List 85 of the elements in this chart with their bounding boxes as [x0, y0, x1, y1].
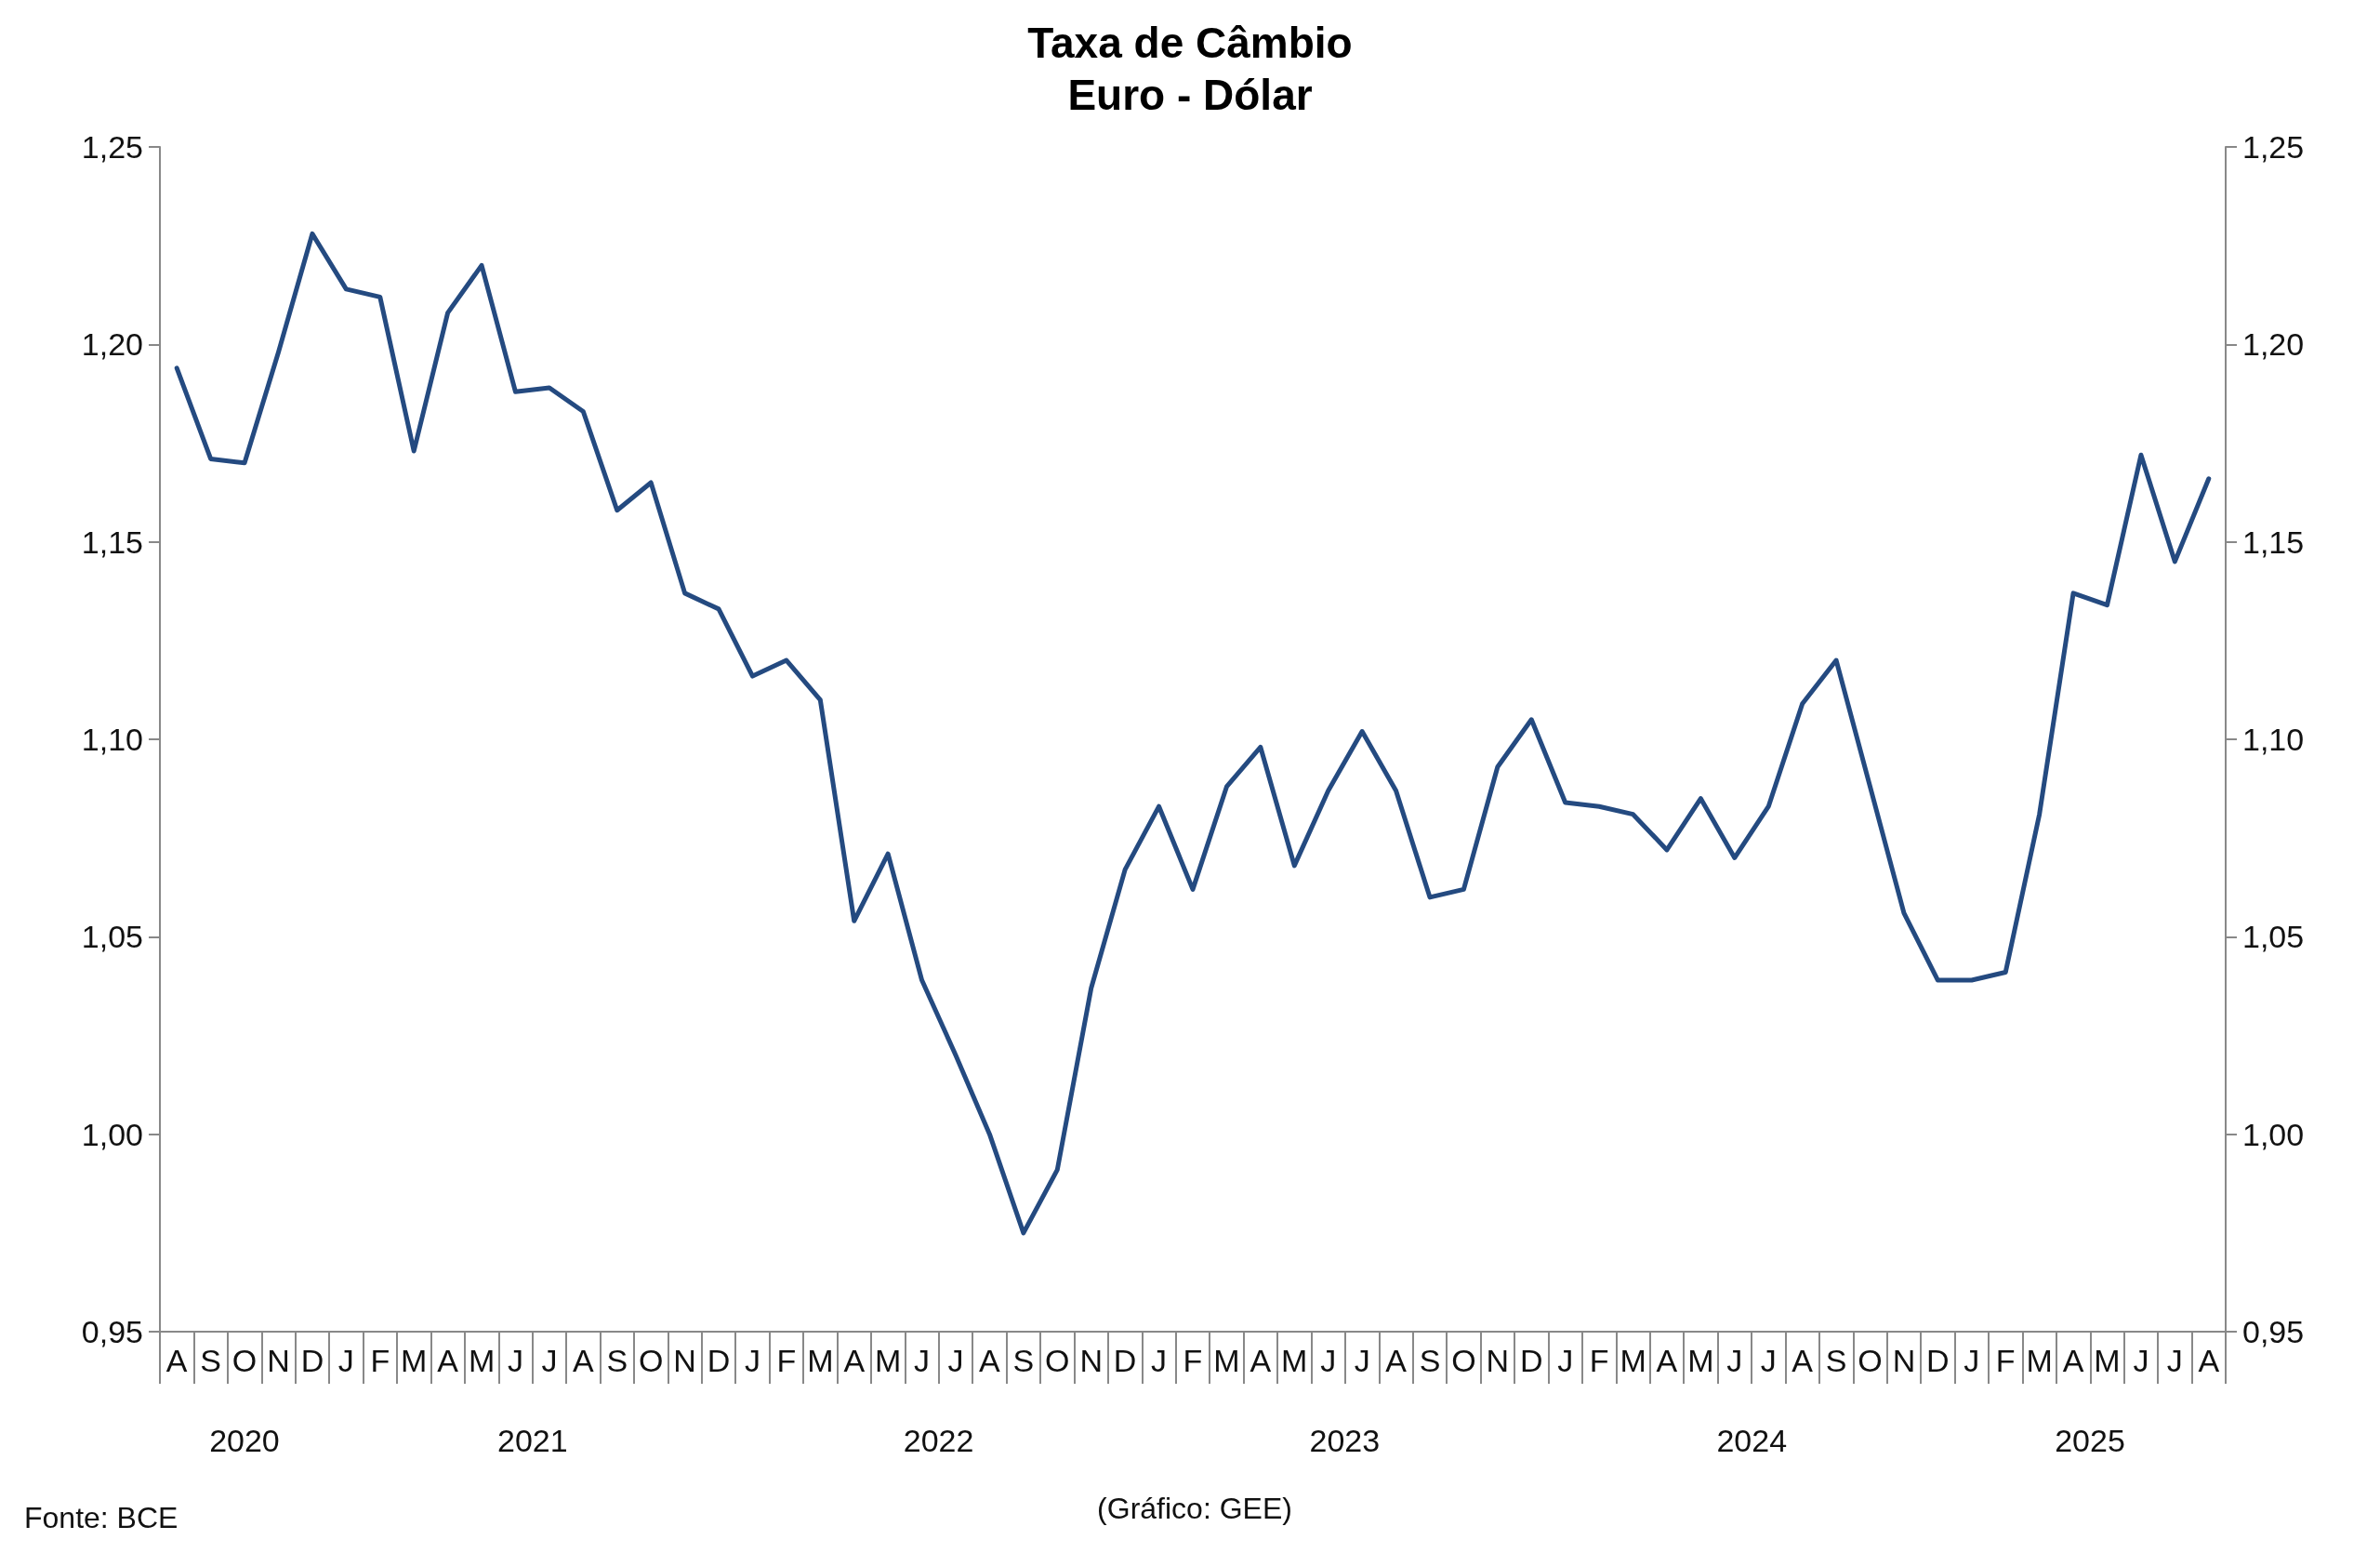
- x-tick-label: M: [1281, 1343, 1308, 1378]
- y2-tick-label: 1,10: [2242, 722, 2305, 757]
- x-tick-label: N: [1079, 1343, 1103, 1378]
- y2-tick-label: 0,95: [2242, 1314, 2305, 1349]
- x2-tick-label: 2023: [1309, 1423, 1381, 1458]
- y-tick-label: 1,25: [81, 129, 143, 165]
- x-tick-label: S: [1012, 1343, 1035, 1378]
- x2-tick-label: 2021: [497, 1423, 568, 1458]
- x-tick-label: D: [707, 1343, 731, 1378]
- y-tick-label: 1,10: [81, 722, 143, 757]
- y2-tick-label: 1,05: [2242, 919, 2305, 955]
- x-tick-label: A: [2062, 1343, 2084, 1378]
- x-tick-label: J: [947, 1343, 964, 1378]
- x-tick-label: O: [231, 1343, 258, 1378]
- x-tick-label: A: [572, 1343, 594, 1378]
- x-tick-label: S: [200, 1343, 221, 1378]
- x-tick-label: M: [807, 1343, 834, 1378]
- x-tick-label: J: [1760, 1343, 1777, 1378]
- x-tick-label: M: [1620, 1343, 1646, 1378]
- x-tick-label: D: [1926, 1343, 1950, 1378]
- x-tick-label: N: [267, 1343, 290, 1378]
- x-tick-label: J: [914, 1343, 931, 1378]
- x-tick-label: J: [1320, 1343, 1337, 1378]
- x2-tick-label: 2020: [209, 1423, 280, 1458]
- x-tick-label: S: [606, 1343, 628, 1378]
- x-tick-label: F: [1183, 1343, 1203, 1378]
- x-tick-label: J: [1726, 1343, 1743, 1378]
- x-tick-label: A: [1250, 1343, 1272, 1378]
- x-tick-label: J: [1964, 1343, 1980, 1378]
- x-tick-label: O: [1451, 1343, 1476, 1378]
- chart-title: Taxa de Câmbio: [1027, 19, 1353, 67]
- y2-tick-label: 1,20: [2242, 326, 2305, 363]
- x-tick-label: F: [1589, 1343, 1609, 1378]
- x-tick-label: J: [1354, 1343, 1370, 1378]
- x-tick-label: J: [2133, 1343, 2149, 1378]
- x-tick-label: A: [1656, 1343, 1678, 1378]
- x-tick-label: M: [2094, 1343, 2121, 1378]
- y-tick-label: 0,95: [81, 1314, 143, 1349]
- x-tick-label: F: [776, 1343, 797, 1378]
- x-tick-label: J: [541, 1343, 558, 1378]
- x-tick-label: M: [1687, 1343, 1714, 1378]
- x-tick-label: J: [507, 1343, 523, 1378]
- y-tick-label: 1,00: [81, 1116, 143, 1152]
- x-tick-label: M: [1213, 1343, 1240, 1378]
- x-tick-label: A: [437, 1343, 459, 1378]
- x-tick-label: A: [843, 1343, 866, 1378]
- x2-tick-label: 2024: [1716, 1423, 1788, 1458]
- x-tick-label: J: [337, 1343, 354, 1378]
- y2-tick-label: 1,15: [2242, 524, 2305, 560]
- x-tick-label: O: [1858, 1343, 1883, 1378]
- x-tick-label: S: [1419, 1343, 1441, 1378]
- x-tick-label: N: [1892, 1343, 1916, 1378]
- x-tick-label: A: [1792, 1343, 1814, 1378]
- x-tick-label: S: [1825, 1343, 1847, 1378]
- chart-subtitle: Euro - Dólar: [1067, 71, 1313, 119]
- x-tick-label: M: [401, 1343, 428, 1378]
- x-tick-label: M: [468, 1343, 496, 1378]
- x-tick-label: M: [875, 1343, 902, 1378]
- x-tick-label: N: [1486, 1343, 1510, 1378]
- x-tick-label: J: [1557, 1343, 1574, 1378]
- y-tick-label: 1,05: [81, 919, 143, 955]
- x-tick-label: N: [673, 1343, 696, 1378]
- x-tick-label: F: [370, 1343, 390, 1378]
- y2-tick-label: 1,00: [2242, 1116, 2305, 1152]
- x-tick-label: F: [1995, 1343, 2016, 1378]
- x-tick-label: J: [744, 1343, 760, 1378]
- x-tick-label: J: [2166, 1343, 2183, 1378]
- source-note: Fonte: BCE: [24, 1501, 178, 1534]
- x-tick-label: D: [1519, 1343, 1543, 1378]
- x-tick-label: D: [300, 1343, 324, 1378]
- y-tick-label: 1,20: [81, 326, 143, 363]
- x-tick-label: A: [979, 1343, 1001, 1378]
- x-tick-label: A: [165, 1343, 188, 1378]
- x-tick-label: A: [1385, 1343, 1408, 1378]
- x-tick-label: O: [638, 1343, 664, 1378]
- x-tick-label: D: [1113, 1343, 1137, 1378]
- x2-tick-label: 2025: [2055, 1423, 2125, 1458]
- text: (Gráfico: GEE): [1097, 1492, 1292, 1525]
- x-tick-label: J: [1151, 1343, 1168, 1378]
- y2-tick-label: 1,25: [2242, 129, 2305, 165]
- x-tick-label: M: [2026, 1343, 2053, 1378]
- y-tick-label: 1,15: [81, 524, 143, 560]
- x-tick-label: A: [2198, 1343, 2220, 1378]
- x2-tick-label: 2022: [903, 1423, 974, 1458]
- x-tick-label: O: [1045, 1343, 1070, 1378]
